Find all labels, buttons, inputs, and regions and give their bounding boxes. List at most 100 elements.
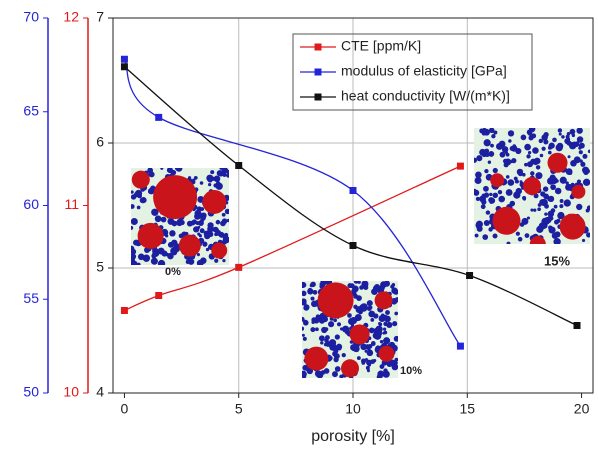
small-particle: [383, 337, 391, 345]
y-tick-label: 7: [96, 9, 104, 25]
small-particle: [174, 168, 179, 170]
small-particle: [216, 183, 222, 189]
small-particle: [535, 172, 543, 180]
large-particle: [492, 206, 521, 235]
y-tick-label: 11: [64, 196, 79, 212]
small-particle: [302, 301, 307, 306]
small-particle: [522, 195, 527, 201]
small-particle: [366, 300, 373, 307]
small-particle: [548, 142, 555, 149]
small-particle: [480, 204, 486, 210]
large-particle: [304, 346, 329, 371]
data-point: [120, 55, 128, 63]
small-particle: [136, 262, 141, 265]
small-particle: [571, 141, 578, 148]
legend-marker: [314, 43, 322, 51]
small-particle: [573, 156, 581, 164]
small-particle: [569, 128, 576, 135]
small-particle: [134, 194, 138, 198]
small-particle: [474, 176, 482, 184]
small-particle: [215, 229, 222, 236]
small-particle: [323, 342, 328, 347]
small-particle: [193, 176, 198, 180]
legend-marker: [314, 93, 322, 101]
small-particle: [554, 187, 562, 195]
small-particle: [136, 205, 141, 210]
small-particle: [347, 283, 353, 289]
small-particle: [150, 257, 158, 265]
small-particle: [328, 339, 337, 347]
small-particle: [488, 227, 493, 232]
small-particle: [302, 290, 307, 297]
small-particle: [169, 230, 176, 237]
small-particle: [214, 258, 219, 263]
small-particle: [302, 333, 305, 337]
small-particle: [569, 186, 573, 190]
large-particle: [374, 291, 393, 310]
small-particle: [552, 137, 557, 143]
large-particle: [341, 359, 359, 378]
small-particle: [351, 347, 356, 352]
inset-label: 10%: [400, 365, 422, 377]
small-particle: [544, 203, 549, 209]
small-particle: [526, 154, 531, 159]
small-particle: [207, 245, 212, 250]
small-particle: [394, 357, 398, 362]
data-point: [235, 162, 243, 169]
small-particle: [539, 153, 544, 158]
small-particle: [221, 212, 226, 217]
small-particle: [164, 234, 169, 238]
small-particle: [557, 211, 565, 220]
small-particle: [383, 281, 390, 287]
small-particle: [567, 155, 571, 159]
data-point: [235, 263, 243, 271]
small-particle: [576, 203, 583, 211]
small-particle: [394, 297, 398, 303]
small-particle: [484, 148, 490, 154]
small-particle: [302, 336, 307, 341]
small-particle: [528, 128, 536, 133]
small-particle: [321, 281, 325, 285]
small-particle: [519, 222, 525, 227]
small-particle: [530, 171, 535, 176]
small-particle: [310, 281, 316, 288]
small-particle: [513, 176, 518, 181]
small-particle: [178, 233, 184, 239]
large-particle: [131, 170, 150, 189]
small-particle: [332, 371, 338, 378]
small-particle: [378, 321, 382, 326]
small-particle: [310, 327, 316, 333]
small-particle: [475, 196, 480, 201]
small-particle: [318, 317, 326, 324]
small-particle: [199, 181, 204, 185]
small-particle: [151, 208, 159, 216]
small-particle: [190, 220, 196, 226]
small-particle: [506, 241, 511, 244]
x-tick-label: 20: [574, 401, 590, 417]
y-tick-label: 6: [96, 134, 104, 150]
small-particle: [514, 179, 519, 184]
small-particle: [197, 225, 201, 229]
small-particle: [320, 370, 326, 375]
small-particle: [131, 248, 137, 255]
y-tick-label: 10: [63, 384, 79, 400]
small-particle: [222, 258, 226, 263]
small-particle: [526, 216, 530, 220]
data-point: [456, 162, 464, 170]
large-particle: [178, 234, 201, 257]
large-particle: [547, 152, 568, 173]
small-particle: [498, 195, 506, 203]
y-tick-label: 65: [23, 102, 39, 118]
large-particle: [211, 242, 228, 259]
small-particle: [334, 334, 340, 340]
small-particle: [394, 361, 398, 365]
small-particle: [489, 192, 493, 197]
small-particle: [515, 231, 520, 236]
small-particle: [318, 335, 325, 342]
large-particle: [571, 184, 586, 199]
small-particle: [314, 327, 319, 332]
small-particle: [148, 171, 155, 178]
small-particle: [524, 162, 528, 167]
small-particle: [333, 318, 337, 323]
